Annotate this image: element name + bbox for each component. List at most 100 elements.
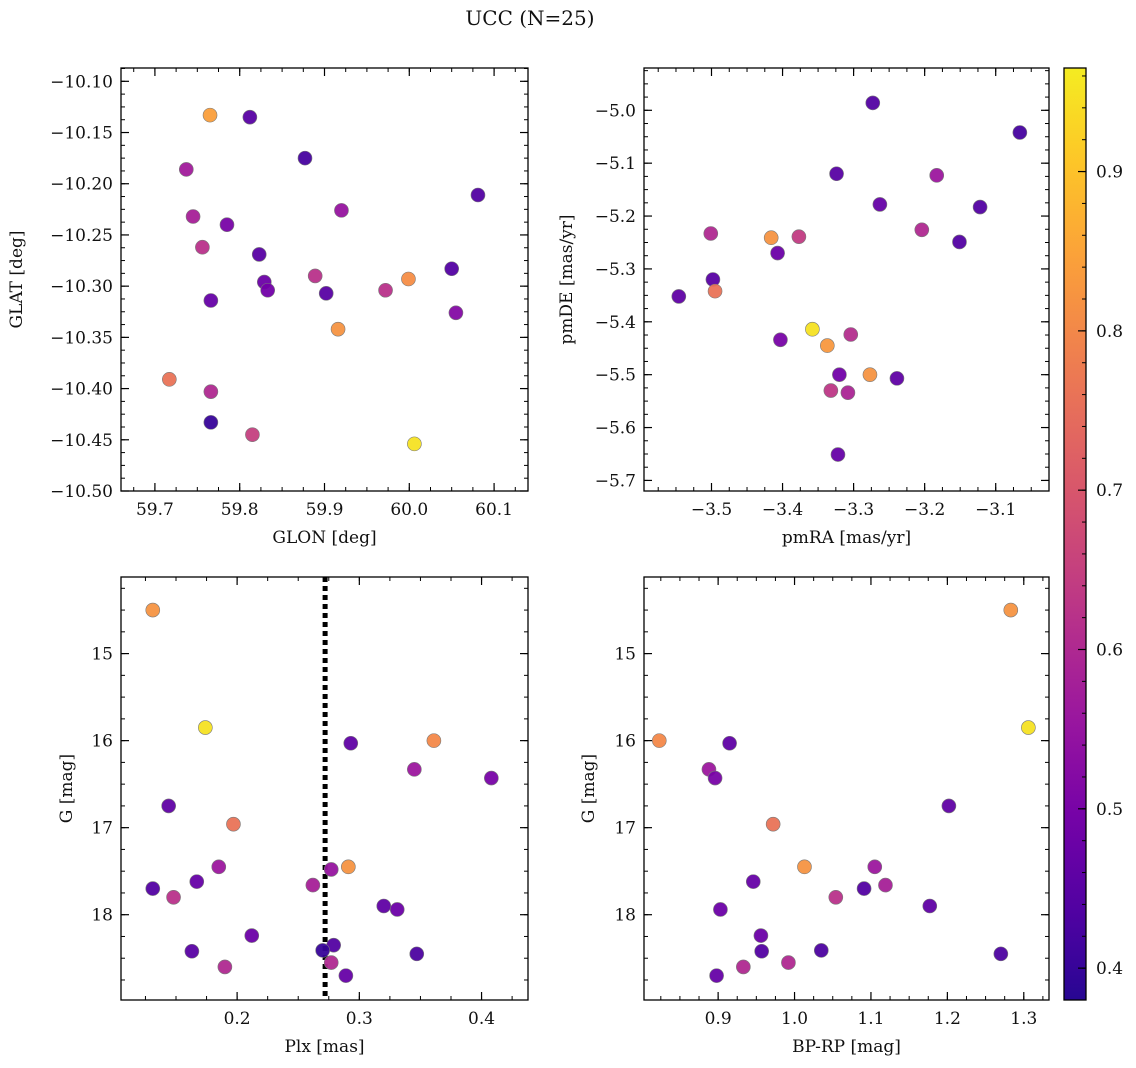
data-point bbox=[765, 816, 781, 832]
y-tick-label: 17 bbox=[91, 819, 113, 839]
data-point bbox=[823, 383, 839, 398]
data-point bbox=[843, 327, 859, 342]
y-tick-label: −10.50 bbox=[50, 482, 113, 502]
colorbar-tick-label: 0.5 bbox=[1096, 800, 1123, 820]
y-tick-label: −5.3 bbox=[595, 260, 636, 280]
data-point bbox=[972, 199, 988, 215]
panel-4: 0.9 1.0 1.1 1.2 1.3 15 16 17 18 BP-RP [mag] G [mag… bbox=[579, 576, 1050, 1057]
y-axis-label: G [mag] bbox=[579, 754, 599, 823]
data-point bbox=[334, 203, 349, 218]
data-point bbox=[941, 798, 957, 814]
data-point bbox=[195, 239, 210, 255]
data-point bbox=[343, 735, 359, 751]
data-point bbox=[226, 816, 241, 832]
data-point bbox=[211, 859, 227, 875]
data-point bbox=[161, 798, 176, 814]
y-tick-label: 18 bbox=[91, 906, 113, 926]
data-point bbox=[828, 889, 844, 905]
y-tick-label: −10.40 bbox=[50, 380, 113, 400]
data-point bbox=[770, 245, 785, 261]
colorbar-tick-label: 0.7 bbox=[1096, 481, 1123, 501]
data-point bbox=[707, 770, 723, 786]
data-point bbox=[773, 332, 788, 348]
data-point bbox=[865, 95, 881, 111]
x-axis-label: pmRA [mas/yr] bbox=[782, 528, 911, 548]
data-point bbox=[709, 968, 724, 983]
data-point bbox=[651, 733, 667, 748]
data-point bbox=[444, 261, 459, 277]
x-tick-label: −3.4 bbox=[762, 500, 803, 520]
y-tick-label: −5.5 bbox=[595, 366, 636, 386]
data-point bbox=[952, 234, 967, 250]
y-tick-label: −10.15 bbox=[50, 124, 113, 144]
data-point bbox=[318, 286, 334, 301]
data-point bbox=[993, 946, 1009, 962]
y-tick-label: −10.30 bbox=[50, 277, 113, 297]
y-tick-label: −10.20 bbox=[50, 175, 113, 195]
data-point bbox=[401, 271, 416, 287]
data-point bbox=[251, 247, 267, 262]
y-tick-label: 18 bbox=[614, 906, 636, 926]
data-point bbox=[178, 162, 194, 177]
data-point bbox=[338, 968, 354, 983]
x-tick-label: 59.8 bbox=[221, 500, 259, 520]
y-axis-label: GLAT [deg] bbox=[7, 230, 27, 328]
data-point bbox=[409, 946, 425, 962]
y-axis-label: G [mag] bbox=[57, 754, 77, 823]
data-point bbox=[305, 877, 321, 893]
panel-2: −3.5 −3.4 −3.3 −3.2 −3.1 −5.7 −5.6 −5.5 −5.4 −5.3… bbox=[557, 67, 1050, 548]
y-tick-label: −5.6 bbox=[595, 419, 636, 439]
data-point bbox=[219, 217, 235, 233]
data-point bbox=[244, 928, 260, 943]
x-tick-label: 1.2 bbox=[934, 1009, 961, 1029]
x-tick-label: 0.9 bbox=[705, 1009, 732, 1029]
x-tick-label: 60.0 bbox=[390, 500, 428, 520]
data-point bbox=[1012, 125, 1028, 140]
axes-frame bbox=[643, 576, 1050, 1001]
data-point bbox=[330, 321, 346, 337]
colorbar-tick-label: 0.9 bbox=[1096, 163, 1123, 183]
data-point bbox=[763, 230, 779, 246]
x-tick-label: −3.2 bbox=[904, 500, 945, 520]
data-point bbox=[820, 338, 835, 353]
data-point bbox=[426, 733, 442, 748]
data-point bbox=[202, 107, 218, 123]
data-point bbox=[914, 222, 930, 238]
data-point bbox=[862, 367, 878, 382]
data-point bbox=[162, 372, 177, 387]
data-point bbox=[470, 187, 486, 203]
data-point bbox=[671, 289, 687, 304]
x-axis-label: GLON [deg] bbox=[272, 528, 376, 548]
panel-3: 0.2 0.3 0.4 15 16 17 18 Plx [mas] G [mag] bbox=[57, 576, 529, 1057]
x-tick-label: 0.3 bbox=[346, 1009, 373, 1029]
colorbar-tick-label: 0.4 bbox=[1096, 959, 1123, 979]
data-point bbox=[1021, 720, 1036, 735]
data-point bbox=[378, 282, 393, 298]
y-axis-label: pmDE [mas/yr] bbox=[557, 214, 577, 344]
data-point bbox=[297, 150, 313, 166]
data-point bbox=[145, 881, 161, 896]
data-point bbox=[323, 862, 339, 877]
x-tick-label: 60.1 bbox=[475, 500, 513, 520]
data-point bbox=[203, 384, 219, 399]
x-tick-label: 1.1 bbox=[857, 1009, 884, 1029]
data-point bbox=[189, 874, 205, 889]
x-tick-label: −3.5 bbox=[691, 500, 732, 520]
data-point bbox=[242, 109, 258, 125]
x-axis-label: BP-RP [mag] bbox=[792, 1037, 901, 1057]
data-point bbox=[376, 898, 392, 914]
data-point bbox=[872, 197, 888, 212]
y-tick-label: −10.25 bbox=[50, 226, 113, 246]
data-point bbox=[307, 268, 323, 284]
data-point bbox=[185, 209, 201, 224]
data-point bbox=[922, 898, 938, 914]
x-tick-label: 1.0 bbox=[781, 1009, 808, 1029]
data-point bbox=[198, 720, 213, 735]
y-tick-label: 15 bbox=[614, 645, 636, 665]
x-tick-label: 0.2 bbox=[224, 1009, 251, 1029]
x-tick-label: 59.9 bbox=[306, 500, 344, 520]
axes-frame bbox=[120, 67, 529, 492]
y-tick-label: −5.1 bbox=[595, 154, 636, 174]
data-point bbox=[484, 770, 499, 786]
data-point bbox=[448, 305, 464, 321]
